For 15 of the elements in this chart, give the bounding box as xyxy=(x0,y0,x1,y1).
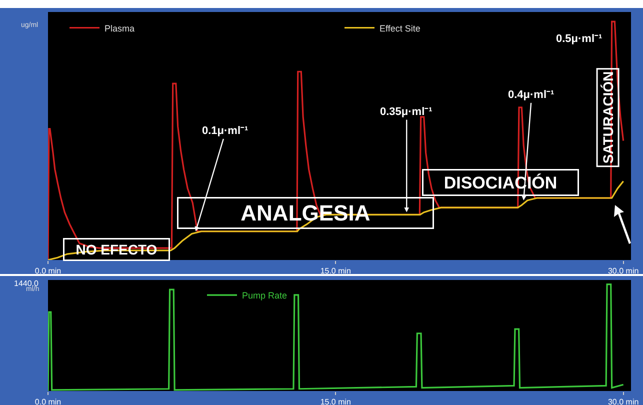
x-tick-label: 30.0 min xyxy=(608,398,639,405)
annotation: 0.4μ·ml⁻¹ xyxy=(508,89,555,101)
annotation: SATURACIÓN xyxy=(600,71,616,164)
text: 1440.0 xyxy=(14,279,40,288)
x-tick-label: 0.0 min xyxy=(34,266,62,276)
annotation: 0.1μ·ml⁻¹ xyxy=(202,125,249,137)
x-tick-label: 15.0 min xyxy=(320,398,352,405)
x-tick-label: 30.0 min xyxy=(608,266,639,276)
annotation: 0.5μ·ml⁻¹ xyxy=(556,33,603,45)
legend-label: Pump Rate xyxy=(242,290,288,301)
legend-label: Effect Site xyxy=(380,23,420,34)
x-tick-label: 0.0 min xyxy=(34,398,62,405)
legend-label: Plasma xyxy=(104,23,135,34)
annotation: 0.35μ·ml⁻¹ xyxy=(380,106,433,118)
x-tick-label: 15.0 min xyxy=(320,266,352,276)
